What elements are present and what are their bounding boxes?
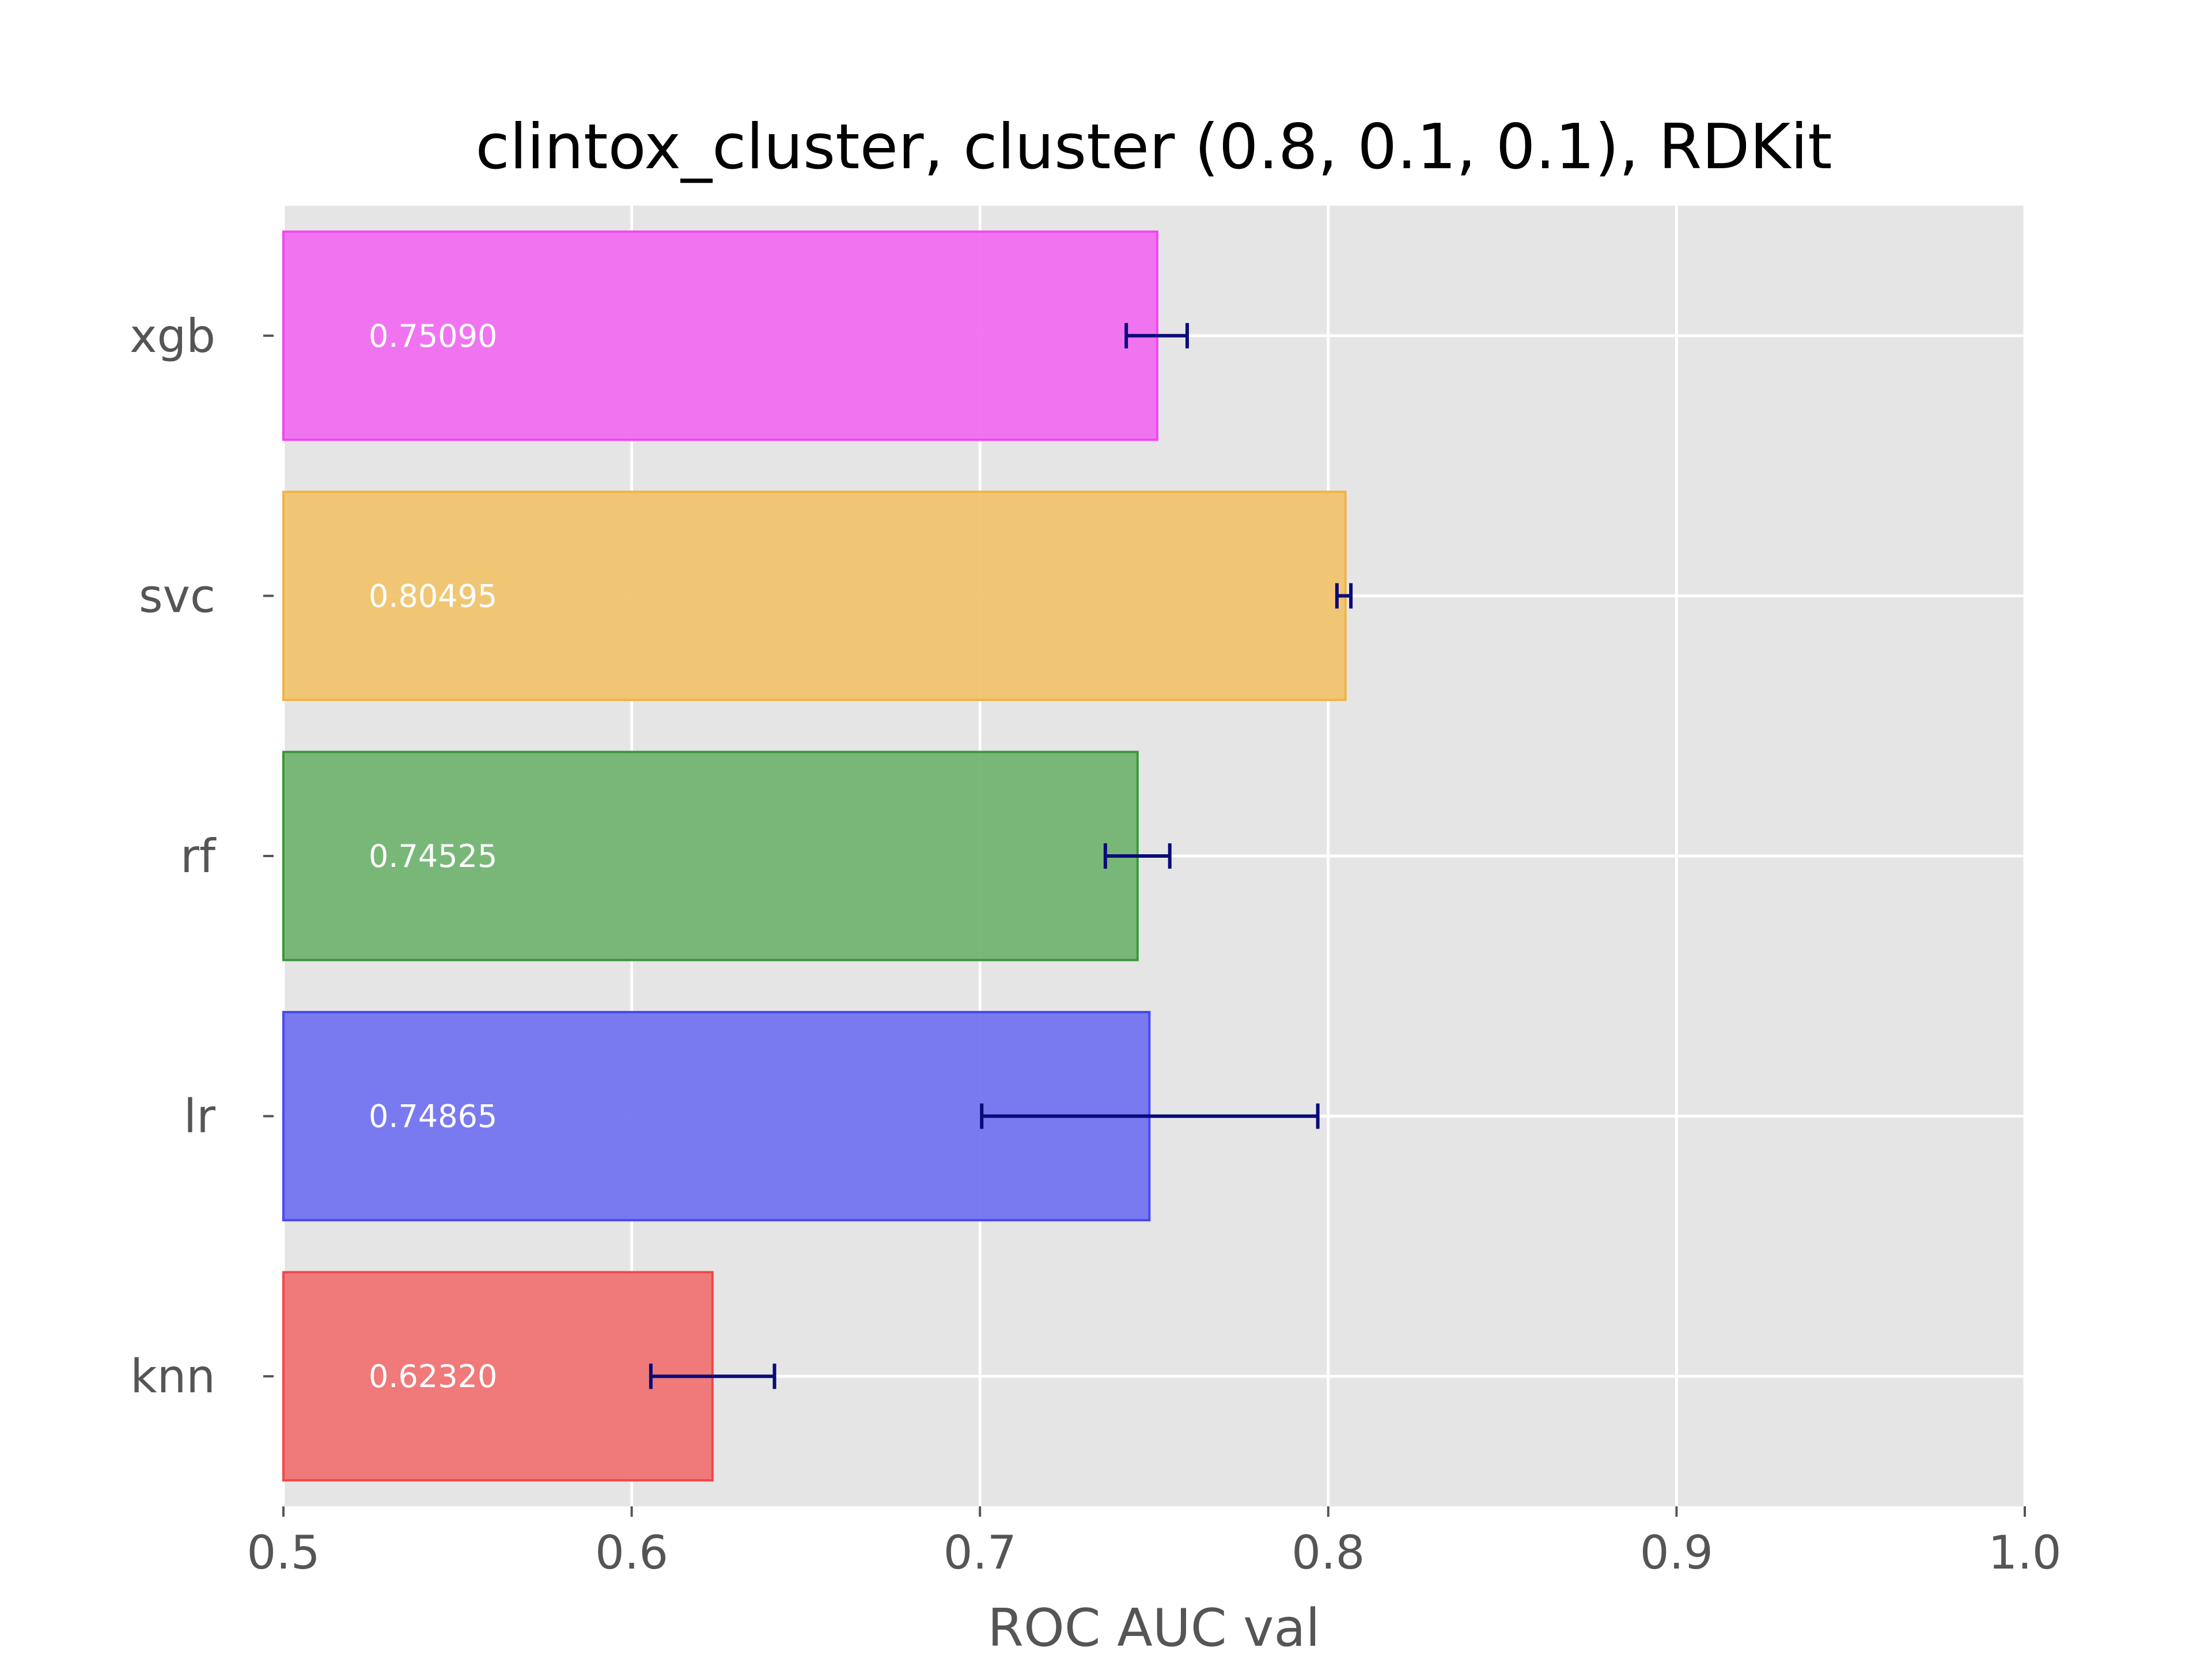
y-tick-label-knn: knn [130,1350,215,1403]
value-label-rf: 0.74525 [369,838,497,874]
chart-title: clintox_cluster, cluster (0.8, 0.1, 0.1)… [475,111,1832,183]
y-tick-label-lr: lr [184,1090,215,1143]
bar-rf [282,751,1139,961]
value-label-lr: 0.74865 [369,1099,497,1135]
x-axis: 0.5 0.6 0.7 0.8 0.9 1.0 [247,1506,2062,1580]
value-labels: 0.75090 0.80495 0.74525 0.74865 0.62320 [369,318,497,1395]
y-tick-label-xgb: xgb [130,309,215,363]
bar-knn [282,1271,714,1482]
value-label-svc: 0.80495 [369,578,497,614]
value-label-knn: 0.62320 [369,1358,497,1395]
x-axis-label: ROC AUC val [987,1598,1320,1658]
x-tick-label: 0.5 [247,1526,320,1580]
y-axis: xgb svc rf lr knn [130,309,274,1403]
y-tick-label-svc: svc [139,569,215,623]
x-tick-label: 0.9 [1640,1526,1713,1580]
x-tick-label: 0.8 [1291,1526,1365,1580]
x-tick-label: 0.6 [595,1526,668,1580]
x-tick-label: 1.0 [1988,1526,2061,1580]
error-bars [649,323,1353,1389]
x-tick-label: 0.7 [944,1526,1017,1580]
y-tick-label-rf: rf [180,830,217,883]
value-label-xgb: 0.75090 [369,318,497,354]
